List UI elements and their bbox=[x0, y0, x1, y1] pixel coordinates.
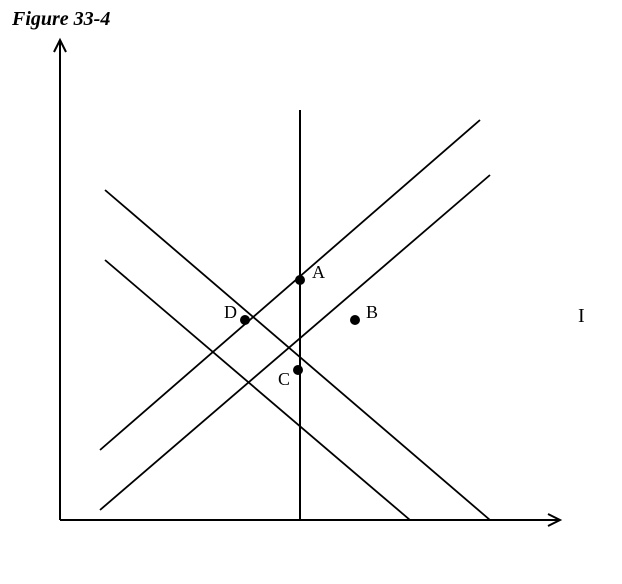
point-b bbox=[350, 315, 360, 325]
diagonal-line-1 bbox=[100, 120, 480, 450]
label-b: B bbox=[366, 302, 378, 322]
point-a bbox=[295, 275, 305, 285]
label-d: D bbox=[224, 302, 237, 322]
point-d bbox=[240, 315, 250, 325]
point-c bbox=[293, 365, 303, 375]
label-a: A bbox=[312, 262, 325, 282]
diagonal-line-2 bbox=[100, 175, 490, 510]
figure-container: Figure 33-4 A B C D I bbox=[0, 0, 622, 584]
economics-diagram: A B C D I bbox=[0, 0, 622, 584]
figure-title: Figure 33-4 bbox=[12, 8, 110, 31]
stray-mark: I bbox=[578, 305, 585, 327]
diagonal-line-4 bbox=[105, 260, 410, 520]
label-c: C bbox=[278, 369, 290, 389]
diagonal-line-3 bbox=[105, 190, 490, 520]
